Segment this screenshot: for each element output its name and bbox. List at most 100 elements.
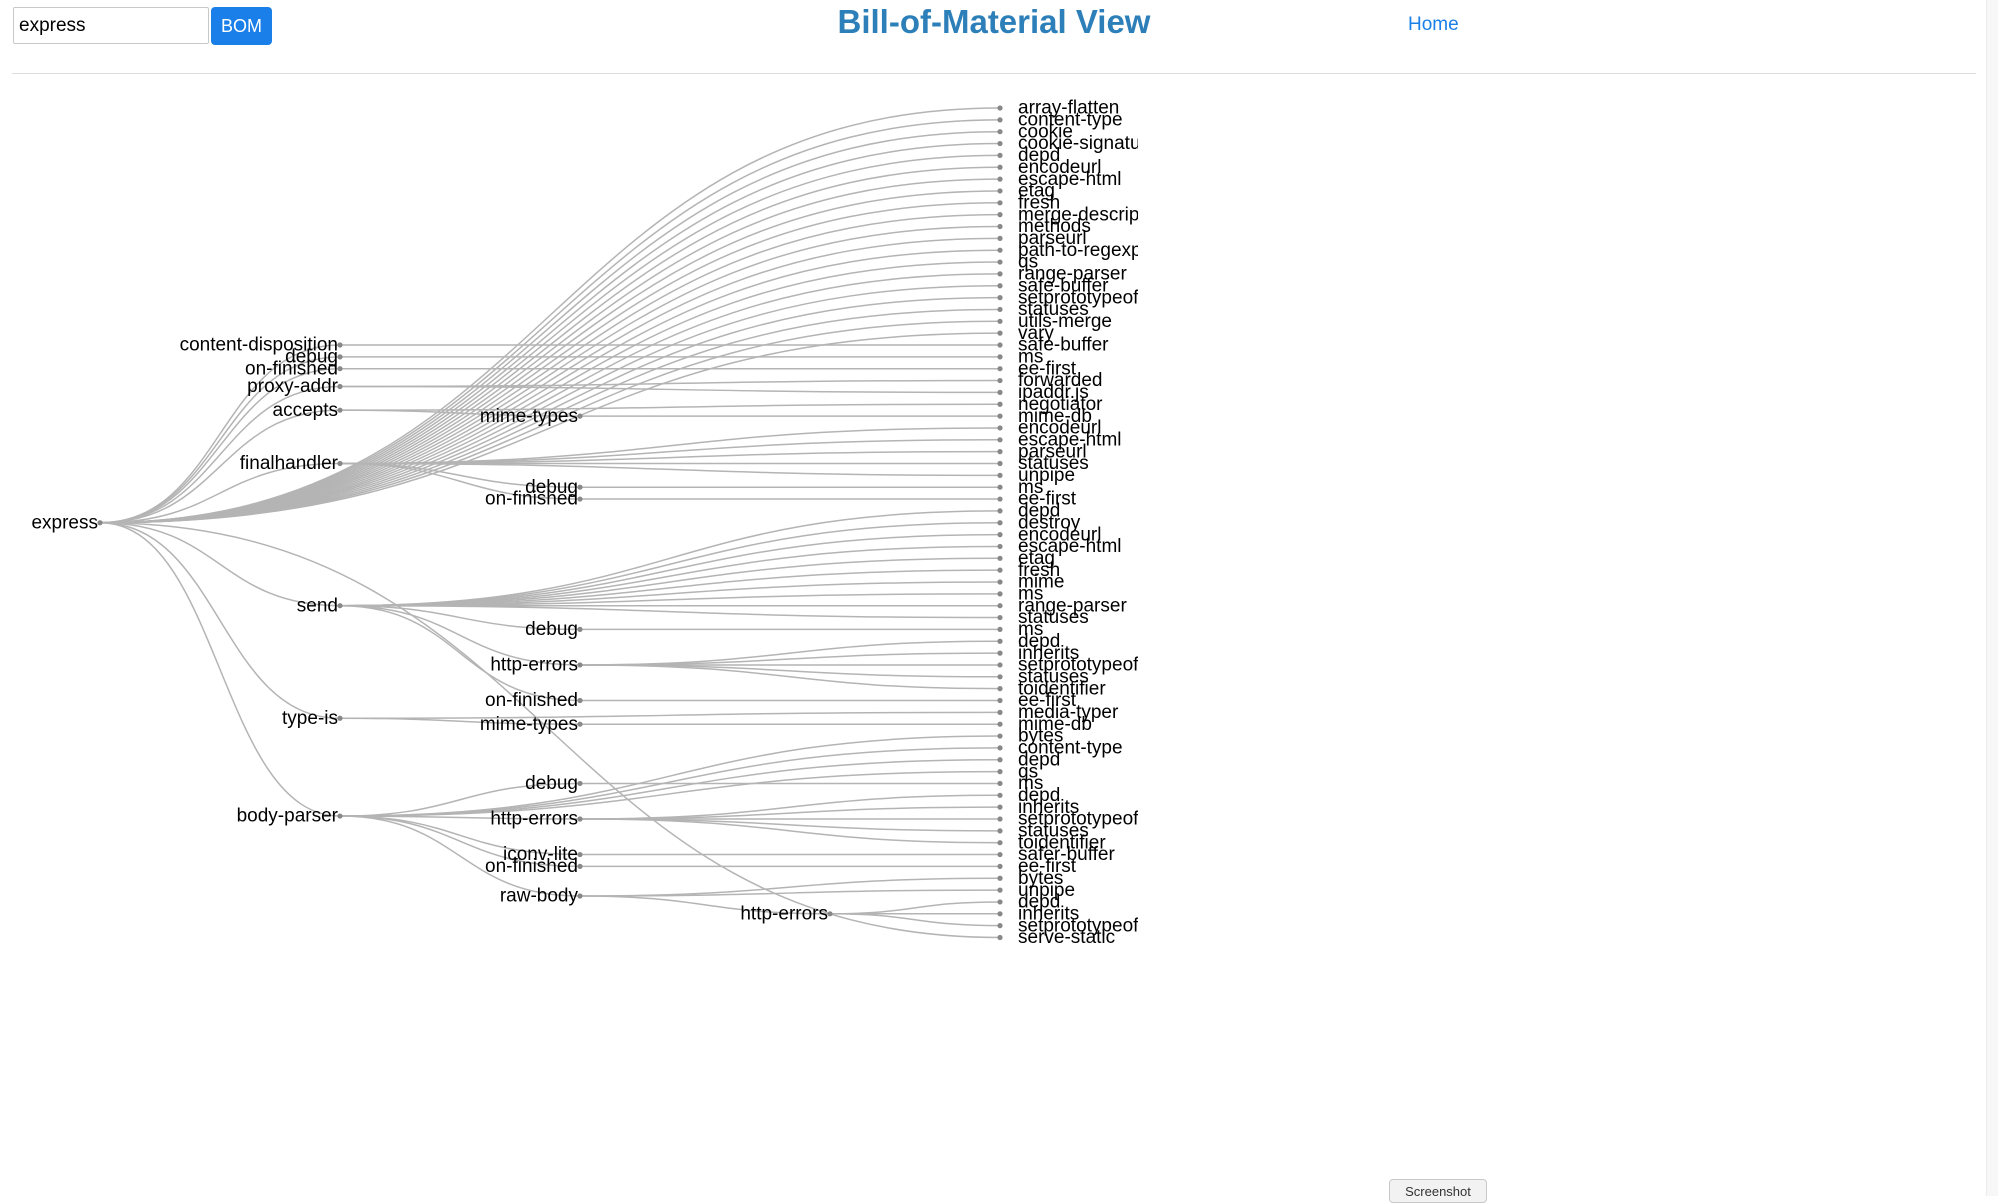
- node-dot: [997, 485, 1002, 490]
- node-dot: [997, 153, 1002, 158]
- node-dot: [997, 212, 1002, 217]
- tree-link: [830, 902, 1000, 914]
- node-dot: [997, 425, 1002, 430]
- node-label: express: [31, 512, 98, 533]
- tree-branch-node[interactable]: accepts: [273, 400, 343, 421]
- tree-branch-node[interactable]: type-is: [282, 708, 343, 729]
- node-label: raw-body: [500, 886, 579, 907]
- node-dot: [577, 627, 582, 632]
- node-dot: [997, 449, 1002, 454]
- node-dot: [997, 733, 1002, 738]
- tree-link: [340, 558, 1000, 605]
- node-dot: [997, 923, 1002, 928]
- tree-link: [340, 546, 1000, 605]
- tree-link: [340, 772, 1000, 816]
- node-dot: [997, 473, 1002, 478]
- tree-leaf-node[interactable]: utils-merge: [997, 311, 1112, 332]
- node-label: send: [297, 595, 338, 616]
- node-dot: [577, 781, 582, 786]
- page-scrollbar[interactable]: [1986, 0, 1998, 1196]
- node-dot: [97, 520, 102, 525]
- tree-link: [340, 606, 1000, 618]
- node-dot: [827, 911, 832, 916]
- node-dot: [997, 899, 1002, 904]
- node-label: on-finished: [485, 856, 578, 877]
- tree-link: [340, 712, 1000, 718]
- tree-branch-node[interactable]: mime-types: [480, 714, 583, 735]
- node-dot: [997, 437, 1002, 442]
- node-dot: [577, 496, 582, 501]
- tree-branch-node[interactable]: body-parser: [237, 806, 343, 827]
- node-dot: [997, 283, 1002, 288]
- node-dot: [997, 307, 1002, 312]
- tree-link: [340, 386, 1000, 392]
- node-dot: [997, 271, 1002, 276]
- tree-branch-node[interactable]: send: [297, 595, 343, 616]
- tree-branch-node[interactable]: on-finished: [485, 856, 583, 877]
- node-dot: [997, 639, 1002, 644]
- node-dot: [997, 686, 1002, 691]
- tree-branch-node[interactable]: http-errors: [490, 809, 582, 830]
- node-dot: [997, 757, 1002, 762]
- tree-link: [830, 914, 1000, 926]
- tree-branch-node[interactable]: raw-body: [500, 886, 583, 907]
- node-label: proxy-addr: [247, 376, 338, 397]
- tree-link: [580, 890, 1000, 896]
- node-label: http-errors: [740, 903, 828, 924]
- node-dot: [997, 544, 1002, 549]
- node-dot: [997, 745, 1002, 750]
- node-dot: [997, 295, 1002, 300]
- node-dot: [997, 864, 1002, 869]
- node-dot: [997, 816, 1002, 821]
- node-dot: [997, 496, 1002, 501]
- tree-leaf-node[interactable]: escape-html: [997, 536, 1121, 557]
- node-dot: [577, 893, 582, 898]
- tree-link: [100, 523, 340, 606]
- node-dot: [997, 402, 1002, 407]
- node-dot: [997, 236, 1002, 241]
- node-dot: [997, 129, 1002, 134]
- tree-branch-node[interactable]: http-errors: [490, 655, 582, 676]
- node-dot: [997, 674, 1002, 679]
- tree-branch-node[interactable]: http-errors: [740, 903, 832, 924]
- tree-branch-node[interactable]: debug: [525, 773, 582, 794]
- node-dot: [997, 722, 1002, 727]
- node-label: body-parser: [237, 806, 339, 827]
- node-label: mime-types: [480, 406, 578, 427]
- node-dot: [337, 813, 342, 818]
- tree-branch-node[interactable]: on-finished: [485, 489, 583, 510]
- tree-leaf-node[interactable]: serve-static: [997, 927, 1115, 948]
- node-label: accepts: [273, 400, 338, 421]
- node-dot: [997, 366, 1002, 371]
- node-dot: [997, 177, 1002, 182]
- node-dot: [997, 662, 1002, 667]
- node-dot: [997, 769, 1002, 774]
- node-dot: [997, 698, 1002, 703]
- node-label: serve-static: [1018, 927, 1115, 948]
- tree-leaf-node[interactable]: safe-buffer: [997, 335, 1109, 356]
- screenshot-button[interactable]: Screenshot: [1389, 1179, 1487, 1203]
- node-dot: [577, 816, 582, 821]
- tree-branch-node[interactable]: on-finished: [485, 690, 583, 711]
- tree-branch-node[interactable]: debug: [525, 619, 582, 640]
- node-dot: [997, 935, 1002, 940]
- node-label: debug: [525, 619, 578, 640]
- tree-branch-node[interactable]: express: [31, 512, 102, 533]
- tree-link: [340, 535, 1000, 606]
- tree-link: [580, 665, 1000, 677]
- tree-branch-node[interactable]: proxy-addr: [247, 376, 342, 397]
- tree-link: [340, 404, 1000, 410]
- node-dot: [997, 508, 1002, 513]
- node-label: on-finished: [485, 690, 578, 711]
- node-dot: [337, 354, 342, 359]
- node-dot: [997, 390, 1002, 395]
- node-dot: [997, 248, 1002, 253]
- node-dot: [997, 354, 1002, 359]
- tree-branch-node[interactable]: finalhandler: [240, 453, 343, 474]
- node-dot: [997, 840, 1002, 845]
- tree-leaf-node[interactable]: escape-html: [997, 169, 1121, 190]
- tree-link: [580, 819, 1000, 831]
- node-dot: [997, 710, 1002, 715]
- tree-branch-node[interactable]: mime-types: [480, 406, 583, 427]
